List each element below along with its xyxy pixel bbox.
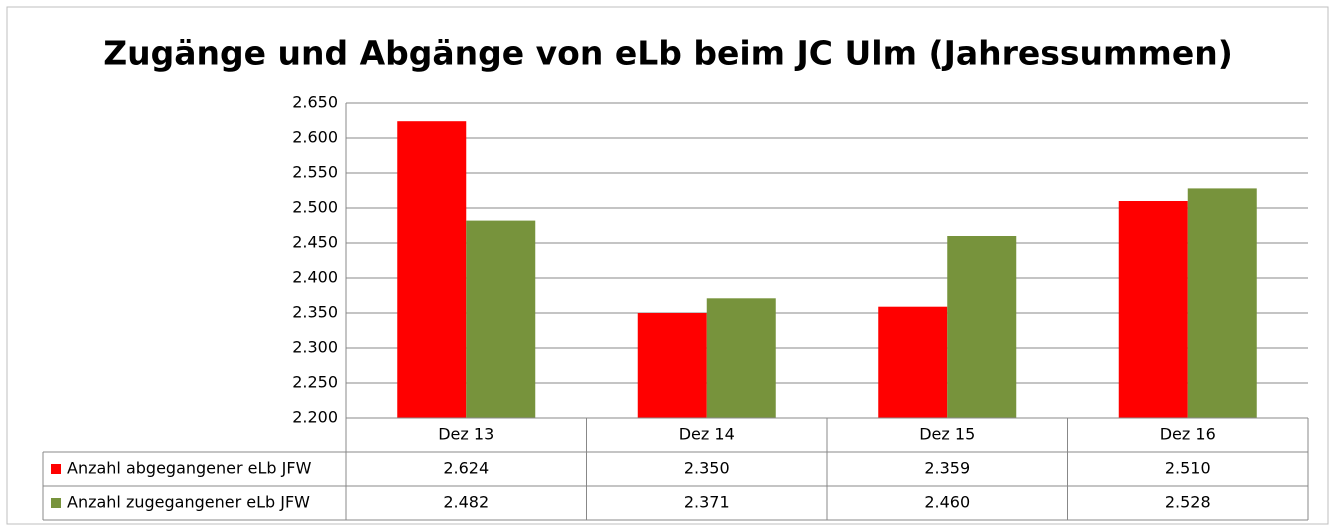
bar [878, 306, 948, 418]
y-tick-label: 2.350 [292, 303, 338, 322]
table-value: 2.624 [443, 459, 489, 478]
x-tick-label: Dez 14 [679, 425, 735, 444]
bar [706, 298, 776, 418]
table-value: 2.350 [684, 459, 730, 478]
chart-title: Zugänge und Abgänge von eLb beim JC Ulm … [103, 34, 1233, 73]
y-tick-label: 2.550 [292, 163, 338, 182]
x-tick-label: Dez 13 [438, 425, 494, 444]
table-value: 2.482 [443, 493, 489, 512]
y-tick-label: 2.650 [292, 93, 338, 112]
bar [1187, 188, 1257, 418]
legend-label: Anzahl zugegangener eLb JFW [67, 493, 310, 512]
y-tick-label: 2.300 [292, 338, 338, 357]
chart-border [6, 6, 1329, 525]
bar [466, 220, 536, 418]
y-tick-label: 2.400 [292, 268, 338, 287]
y-tick-label: 2.450 [292, 233, 338, 252]
legend-label: Anzahl abgegangener eLb JFW [67, 459, 312, 478]
y-tick-label: 2.250 [292, 373, 338, 392]
y-tick-label: 2.500 [292, 198, 338, 217]
x-tick-label: Dez 15 [919, 425, 975, 444]
table-value: 2.510 [1165, 459, 1211, 478]
table-value: 2.460 [924, 493, 970, 512]
bar [397, 121, 467, 418]
table-value: 2.371 [684, 493, 730, 512]
legend-swatch [51, 498, 61, 508]
y-tick-label: 2.600 [292, 128, 338, 147]
bar [1118, 201, 1188, 418]
bar [947, 236, 1017, 418]
table-value: 2.359 [924, 459, 970, 478]
x-tick-label: Dez 16 [1160, 425, 1216, 444]
table-value: 2.528 [1165, 493, 1211, 512]
legend-swatch [51, 464, 61, 474]
y-tick-label: 2.200 [292, 408, 338, 427]
bar [637, 313, 707, 418]
